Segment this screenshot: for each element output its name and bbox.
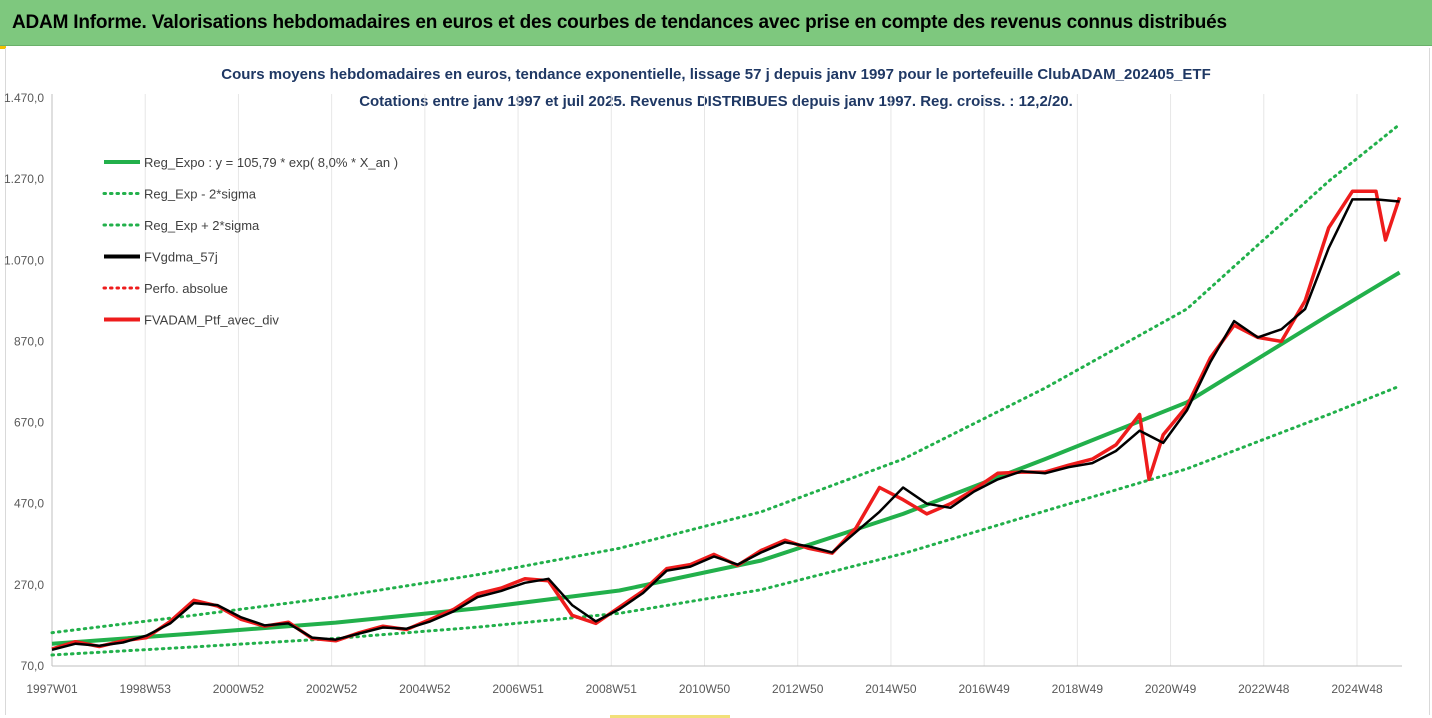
legend-label: Perfo. absolue bbox=[144, 281, 228, 296]
legend-label: Reg_Exp - 2*sigma bbox=[144, 187, 257, 202]
x-tick-label: 2016W49 bbox=[958, 682, 1010, 696]
x-tick-label: 2022W48 bbox=[1238, 682, 1290, 696]
x-tick-label: 2018W49 bbox=[1052, 682, 1104, 696]
x-tick-label: 2000W52 bbox=[213, 682, 265, 696]
x-tick-label: 2008W51 bbox=[586, 682, 638, 696]
y-tick-label: 870,0 bbox=[14, 334, 44, 348]
chart-frame bbox=[5, 48, 1430, 715]
series-reg-expo bbox=[51, 270, 1401, 646]
x-tick-label: 1998W53 bbox=[120, 682, 172, 696]
chart-series bbox=[50, 122, 1402, 657]
chart-grid bbox=[51, 94, 1358, 666]
series-reg-plus-2sigma bbox=[50, 122, 1402, 635]
x-tick-label: 2010W50 bbox=[679, 682, 731, 696]
x-tick-label: 1997W01 bbox=[26, 682, 78, 696]
chart-axes: 1997W01 1998W53 2000W52 2002W52 2004W52 2006W… bbox=[4, 91, 1402, 696]
x-tick-label: 2002W52 bbox=[306, 682, 358, 696]
legend-label: FVADAM_Ptf_avec_div bbox=[144, 313, 279, 328]
series-reg-minus-2sigma bbox=[50, 384, 1402, 657]
legend-label: Reg_Expo : y = 105,79 * exp( 8,0% * X_an… bbox=[144, 155, 398, 170]
y-tick-label: 1.070,0 bbox=[4, 253, 44, 267]
header-banner: ADAM Informe. Valorisations hebdomadaire… bbox=[0, 0, 1432, 46]
banner-title: ADAM Informe. Valorisations hebdomadaire… bbox=[12, 12, 1227, 33]
x-tick-label: 2004W52 bbox=[399, 682, 451, 696]
y-tick-label: 270,0 bbox=[14, 578, 44, 592]
chart-title: Cours moyens hebdomadaires en euros, ten… bbox=[221, 66, 1211, 83]
x-tick-label: 2020W49 bbox=[1145, 682, 1197, 696]
y-tick-label: 1.270,0 bbox=[4, 172, 44, 186]
series-fvgdma-57j bbox=[51, 198, 1400, 652]
legend-label: Reg_Exp + 2*sigma bbox=[144, 218, 260, 233]
x-tick-label: 2014W50 bbox=[865, 682, 917, 696]
y-tick-label: 470,0 bbox=[14, 497, 44, 511]
x-tick-label: 2012W50 bbox=[772, 682, 824, 696]
x-tick-label: 2006W51 bbox=[492, 682, 544, 696]
chart-subtitle: Cotations entre janv 1997 et juil 2025. … bbox=[359, 93, 1073, 110]
accent-bar-left bbox=[0, 46, 6, 49]
x-tick-label: 2024W48 bbox=[1331, 682, 1383, 696]
y-tick-label: 1.470,0 bbox=[4, 91, 44, 105]
legend-label: FVgdma_57j bbox=[144, 250, 218, 265]
chart-legend: Reg_Expo : y = 105,79 * exp( 8,0% * X_an… bbox=[102, 155, 398, 328]
accent-bar-bottom bbox=[610, 715, 730, 718]
y-tick-label: 670,0 bbox=[14, 416, 44, 430]
series-fvadam-ptf bbox=[51, 189, 1402, 651]
y-tick-label: 70,0 bbox=[21, 659, 45, 673]
